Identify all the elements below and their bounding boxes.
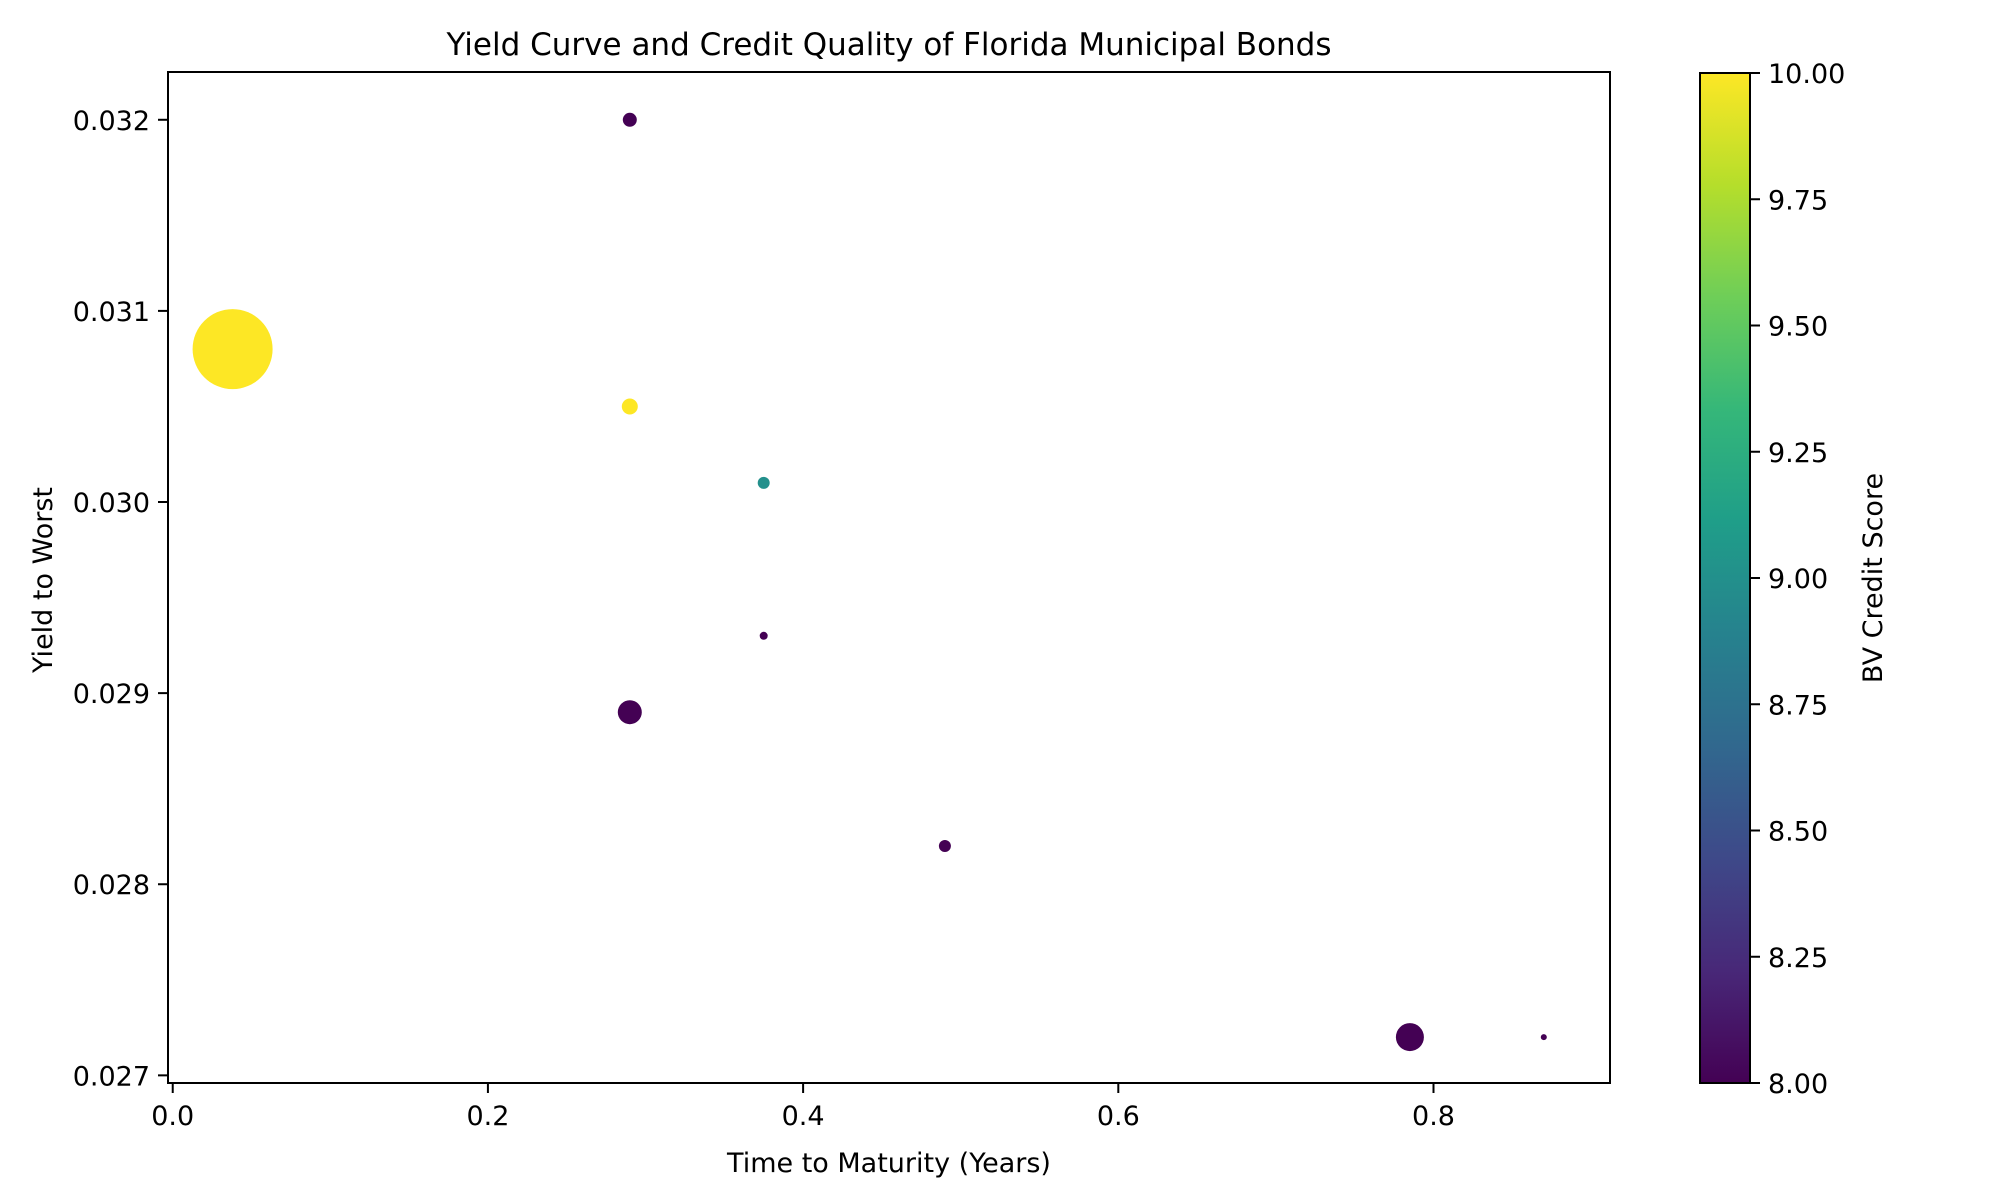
colorbar-tick-label: 8.25 xyxy=(1768,943,1828,974)
plot-area xyxy=(167,71,1611,1084)
data-point xyxy=(622,112,637,127)
y-axis-label: Yield to Worst xyxy=(28,487,59,674)
data-point xyxy=(192,309,273,390)
y-tick-label: 0.031 xyxy=(73,297,150,328)
data-point xyxy=(617,700,642,725)
x-tick-label: 0.0 xyxy=(151,1101,194,1132)
data-point xyxy=(759,631,768,640)
colorbar-tick-label: 9.50 xyxy=(1768,312,1828,343)
colorbar-label: BV Credit Score xyxy=(1858,473,1889,683)
chart-title: Yield Curve and Credit Quality of Florid… xyxy=(445,27,1331,63)
data-points xyxy=(192,112,1547,1052)
x-tick-label: 0.4 xyxy=(782,1101,825,1132)
colorbar: 8.00 8.25 8.50 8.75 9.00 9.25 9.50 9.75 10.00 BV… xyxy=(1699,59,1889,1100)
colorbar-tick-label: 9.00 xyxy=(1768,564,1828,595)
colorbar-tick-label: 8.75 xyxy=(1768,690,1828,721)
y-tick-label: 0.028 xyxy=(73,870,150,901)
y-axis-ticks: 0.027 0.028 0.029 0.030 0.031 0.032 xyxy=(73,106,168,1092)
y-tick-label: 0.032 xyxy=(73,106,150,137)
colorbar-tick-label: 9.25 xyxy=(1768,438,1828,469)
axes-spines xyxy=(167,71,1611,1084)
colorbar-tick-label: 10.00 xyxy=(1768,59,1845,90)
colorbar-gradient xyxy=(1699,72,1751,1084)
axes-frame xyxy=(168,72,1610,1083)
y-tick-label: 0.030 xyxy=(73,488,150,519)
data-point xyxy=(1540,1034,1547,1041)
colorbar-tick-label: 8.50 xyxy=(1768,817,1828,848)
x-tick-label: 0.2 xyxy=(466,1101,509,1132)
data-point xyxy=(1395,1023,1424,1052)
x-tick-label: 0.8 xyxy=(1412,1101,1455,1132)
y-tick-label: 0.029 xyxy=(73,679,150,710)
data-point xyxy=(757,476,770,489)
x-axis-label: Time to Maturity (Years) xyxy=(726,1148,1051,1179)
colorbar-ticks: 8.00 8.25 8.50 8.75 9.00 9.25 9.50 9.75 10.00 xyxy=(1750,59,1845,1100)
colorbar-tick-label: 9.75 xyxy=(1768,185,1828,216)
data-point xyxy=(938,840,951,852)
data-point xyxy=(621,398,638,415)
colorbar-tick-label: 8.00 xyxy=(1768,1069,1828,1100)
x-axis-ticks: 0.0 0.2 0.4 0.6 0.8 xyxy=(151,1083,1455,1132)
y-tick-label: 0.027 xyxy=(73,1061,150,1092)
x-tick-label: 0.6 xyxy=(1097,1101,1140,1132)
